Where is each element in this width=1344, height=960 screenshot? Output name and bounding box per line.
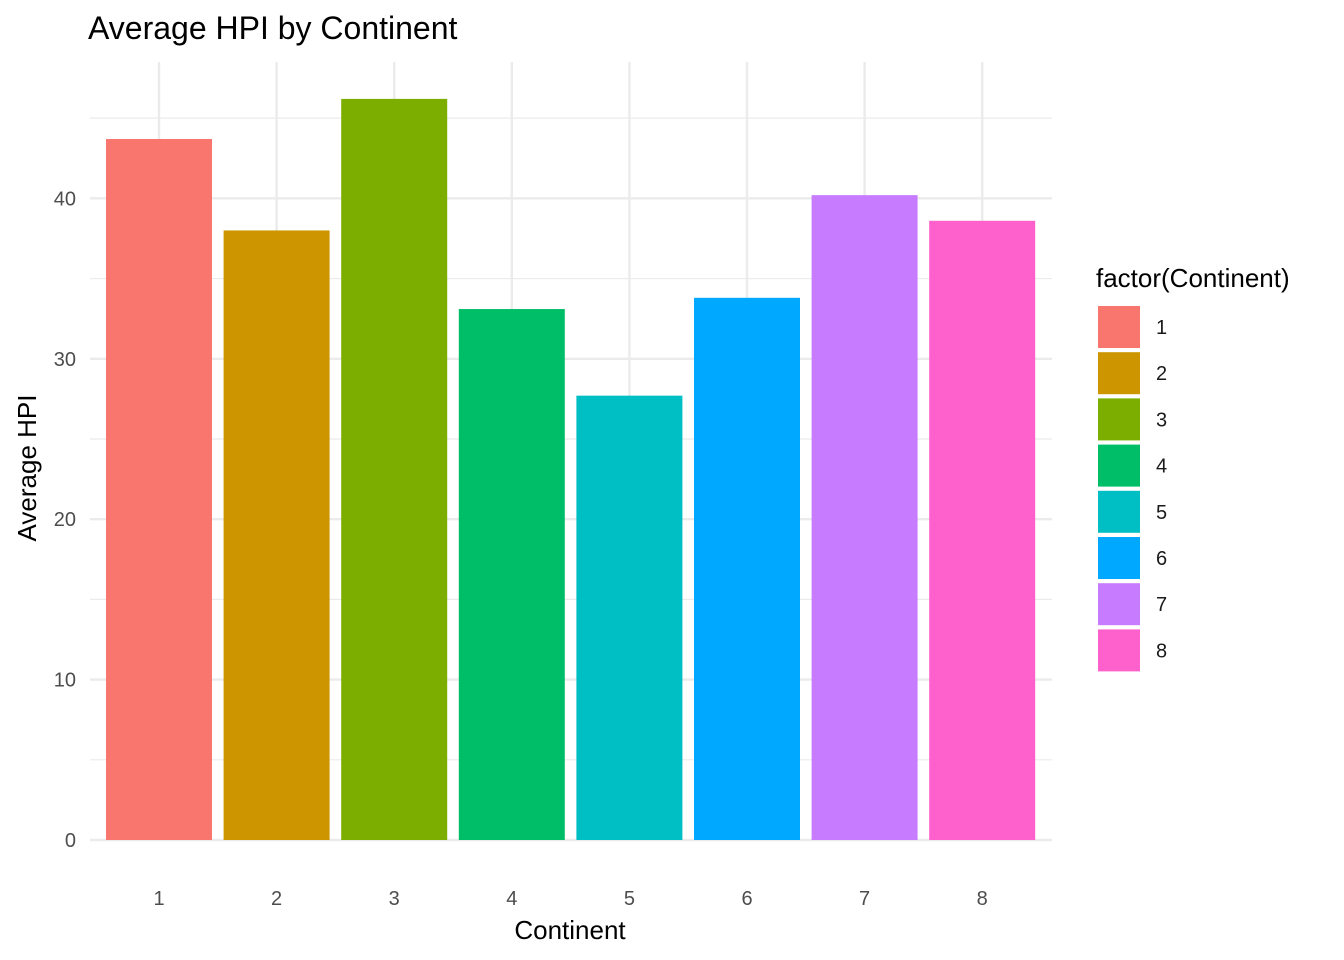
y-tick-label: 20 — [54, 509, 76, 531]
x-tick-label: 6 — [741, 888, 752, 910]
legend-title: factor(Continent) — [1096, 263, 1290, 293]
bar-6 — [694, 297, 800, 841]
x-tick-label: 4 — [506, 888, 517, 910]
legend: factor(Continent) 1 2 3 4 5 6 7 8 — [1096, 263, 1290, 672]
legend-label: 5 — [1156, 502, 1167, 524]
y-axis-title: Average HPI — [12, 395, 42, 542]
legend-label: 4 — [1156, 456, 1167, 478]
chart-title: Average HPI by Continent — [88, 10, 458, 46]
y-tick-label: 40 — [54, 188, 76, 210]
x-tick-label: 3 — [389, 888, 400, 910]
y-tick-label: 0 — [65, 830, 76, 852]
legend-key-2 — [1098, 352, 1140, 395]
legend-label: 2 — [1156, 363, 1167, 385]
bar-2 — [223, 230, 330, 840]
x-tick-label: 7 — [859, 888, 870, 910]
legend-key-3 — [1098, 398, 1140, 441]
legend-label: 8 — [1156, 640, 1167, 662]
legend-key-8 — [1098, 629, 1140, 672]
bar-5 — [576, 395, 683, 840]
bar-1 — [106, 138, 212, 841]
x-tick-label: 1 — [153, 888, 164, 910]
legend-key-5 — [1098, 490, 1140, 533]
x-axis-title: Continent — [514, 915, 626, 945]
y-axis-ticks: 0 10 20 30 40 — [54, 188, 76, 852]
legend-label: 6 — [1156, 548, 1167, 570]
legend-label: 7 — [1156, 594, 1167, 616]
legend-key-1 — [1098, 306, 1140, 348]
legend-label: 3 — [1156, 409, 1167, 431]
legend-key-7 — [1098, 583, 1140, 626]
bar-7 — [811, 195, 918, 840]
legend-key-4 — [1098, 444, 1140, 487]
y-tick-label: 10 — [54, 670, 76, 692]
x-axis-ticks: 1 2 3 4 5 6 7 8 — [153, 888, 987, 910]
x-tick-label: 5 — [624, 888, 635, 910]
bars — [106, 98, 1036, 841]
legend-label: 1 — [1156, 317, 1167, 339]
bar-3 — [341, 98, 448, 841]
y-tick-label: 30 — [54, 349, 76, 371]
x-tick-label: 2 — [271, 888, 282, 910]
bar-8 — [929, 220, 1036, 841]
legend-key-6 — [1098, 537, 1140, 579]
x-tick-label: 8 — [977, 888, 988, 910]
legend-items: 1 2 3 4 5 6 7 8 — [1098, 306, 1167, 672]
bar-4 — [458, 309, 565, 841]
